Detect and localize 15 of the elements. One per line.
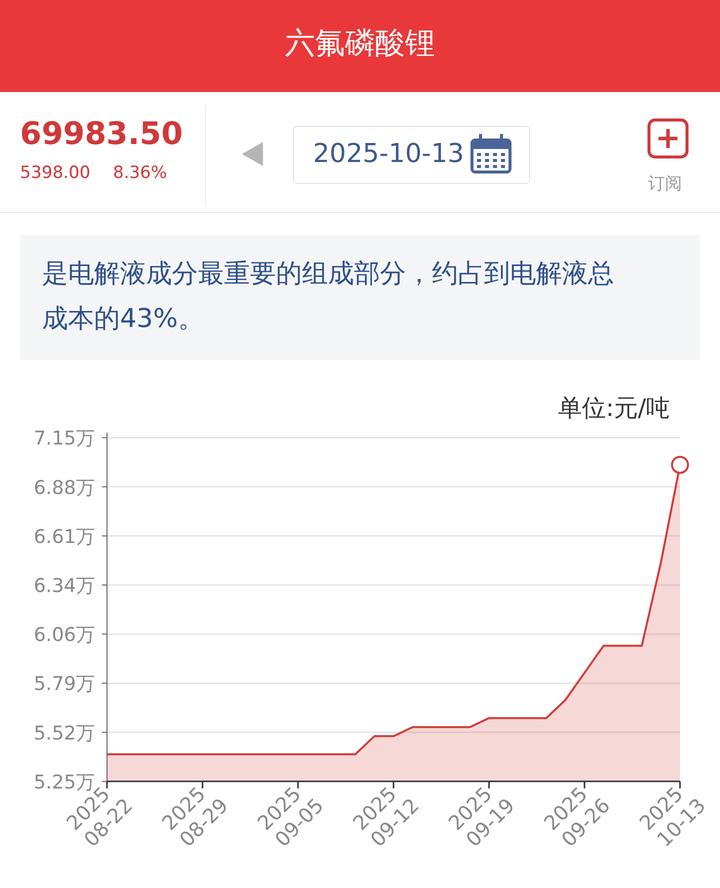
text: 69983.50 xyxy=(20,115,183,154)
chart-title: 六氟磷酸锂 xyxy=(284,25,436,63)
chart-subtitle: 是电解液成分最重要的组成部分，约占到电解液总成本的43%。 xyxy=(42,258,615,336)
y-tick-label: 6.06万 xyxy=(34,624,95,646)
y-tick-label: 5.79万 xyxy=(34,673,95,696)
y-axis-title: 单位:元/吨 xyxy=(556,393,670,424)
y-tick-label: 7.15万 xyxy=(34,428,95,450)
y-tick-label: 5.52万 xyxy=(34,722,95,744)
text: 2025-10-13 xyxy=(313,138,464,171)
text: 8.36% xyxy=(113,162,168,185)
y-tick-label: 6.88万 xyxy=(34,476,95,499)
text: 订阅 xyxy=(648,173,682,196)
y-tick-label: 6.61万 xyxy=(34,526,95,548)
text: 5398.00 xyxy=(20,162,90,185)
y-tick-label: 6.34万 xyxy=(34,575,95,598)
